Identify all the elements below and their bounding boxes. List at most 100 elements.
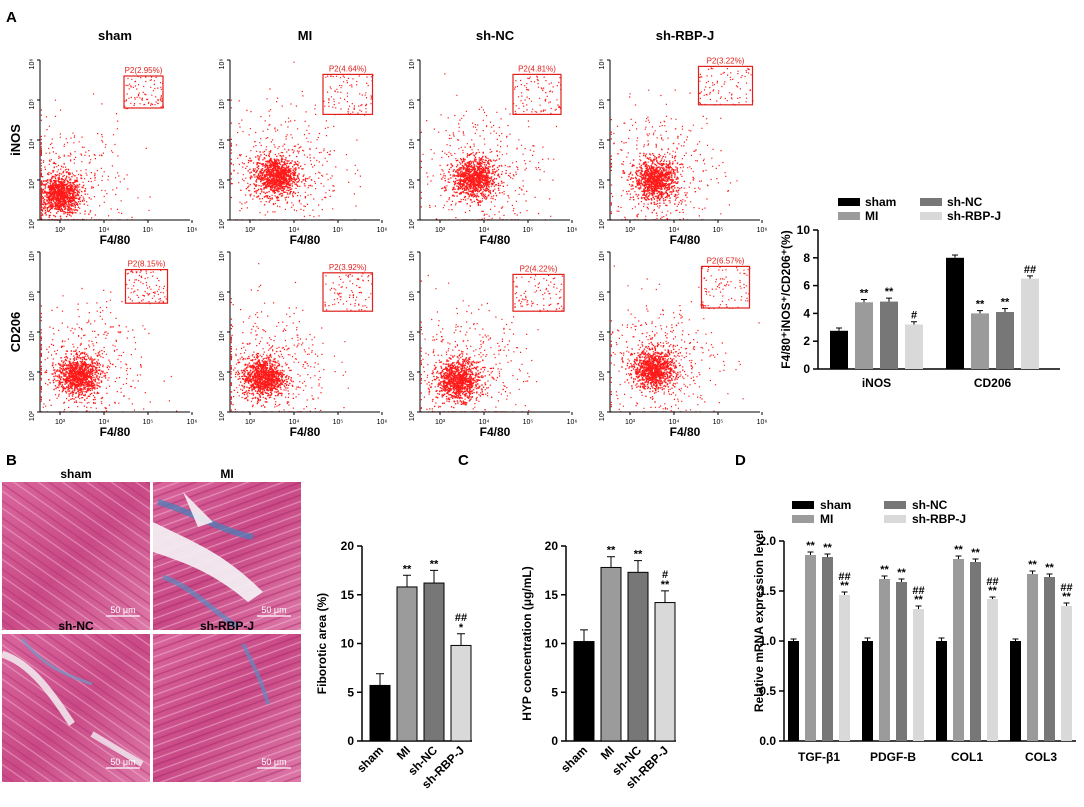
flow-x-tick-label: 10⁶ bbox=[377, 227, 388, 234]
flow-y-tick-label: 10² bbox=[29, 218, 36, 229]
y-axis-label: HYP concentration (μg/mL) bbox=[520, 566, 534, 720]
bar bbox=[946, 257, 964, 369]
gate-box bbox=[322, 73, 374, 116]
flow-x-tick-label: 10⁵ bbox=[333, 419, 344, 426]
flow-y-tick-label: 10² bbox=[219, 218, 226, 229]
legend-swatch bbox=[920, 212, 942, 220]
flow-y-tick-label: 10² bbox=[219, 410, 226, 421]
flow-events bbox=[420, 274, 564, 413]
flow-x-tick-label: 10⁴ bbox=[289, 227, 300, 234]
histology-label: MI bbox=[220, 467, 233, 481]
bar bbox=[396, 586, 418, 742]
significance-mark: ## bbox=[1024, 264, 1036, 276]
y-tick-label: 10 bbox=[797, 223, 811, 237]
flow-events bbox=[610, 265, 760, 413]
bar bbox=[996, 312, 1014, 369]
gate-box bbox=[123, 75, 164, 109]
legend-swatch bbox=[792, 501, 814, 509]
bar bbox=[830, 330, 848, 369]
flow-x-tick-label: 10⁶ bbox=[567, 227, 578, 234]
y-tick-label: 0 bbox=[551, 734, 558, 748]
significance-mark: ** bbox=[840, 580, 849, 592]
flow-x-tick-label: 10⁶ bbox=[187, 227, 198, 234]
bar bbox=[839, 595, 850, 741]
flow-y-tick-label: 10⁵ bbox=[219, 99, 226, 110]
flow-y-tick-label: 10³ bbox=[29, 178, 36, 189]
flow-y-tick-label: 10⁵ bbox=[219, 291, 226, 302]
legend-label: sh-NC bbox=[912, 498, 948, 512]
bar bbox=[627, 571, 649, 742]
x-tick-label: CD206 bbox=[974, 376, 1012, 390]
flow-y-tick-label: 10² bbox=[599, 218, 606, 229]
x-tick-label: TGF-β1 bbox=[798, 750, 840, 764]
flow-x-tick-label: 10⁴ bbox=[669, 419, 680, 426]
flow-x-tick-label: 10⁵ bbox=[713, 419, 724, 426]
y-tick-label: 1.0 bbox=[759, 634, 776, 648]
flow-x-tick-label: 10⁵ bbox=[523, 227, 534, 234]
flow-events bbox=[420, 73, 562, 221]
flow-x-tick-label: 10³ bbox=[435, 419, 446, 426]
flow-y-tick-label: 10³ bbox=[409, 370, 416, 381]
y-tick-label: 5 bbox=[551, 685, 558, 699]
bar bbox=[913, 609, 924, 741]
flow-x-axis-label: F4/80 bbox=[480, 233, 511, 247]
flow-row-label: CD206 bbox=[8, 312, 23, 352]
gate-box bbox=[697, 65, 754, 106]
flow-y-tick-label: 10⁴ bbox=[409, 331, 416, 342]
gate-box bbox=[124, 269, 169, 304]
bar bbox=[1021, 278, 1039, 369]
gate-box bbox=[512, 273, 565, 312]
significance-mark: ** bbox=[976, 299, 985, 311]
bar bbox=[600, 566, 622, 742]
histology-image: 50 μm bbox=[0, 634, 150, 782]
flow-y-tick-label: 10³ bbox=[219, 178, 226, 189]
significance-mark: ** bbox=[971, 547, 980, 559]
bar bbox=[1010, 641, 1021, 741]
scale-bar-label: 50 μm bbox=[261, 757, 286, 767]
legend-swatch bbox=[838, 198, 860, 206]
flow-x-axis-label: F4/80 bbox=[670, 425, 701, 439]
flow-x-tick-label: 10⁴ bbox=[669, 227, 680, 234]
bar bbox=[1061, 606, 1072, 741]
bar bbox=[654, 602, 676, 742]
gate-box bbox=[322, 272, 374, 312]
flow-cytometry-grid: sham MI sh-NC sh-RBP-J iNOS CD206 10⁶ 10⁵ 10⁴ 10³… bbox=[8, 28, 767, 439]
bar bbox=[879, 579, 890, 741]
bar bbox=[971, 313, 989, 369]
flow-plot-area bbox=[230, 252, 380, 412]
bar bbox=[862, 641, 873, 741]
collagen-streak bbox=[162, 574, 240, 630]
bar bbox=[896, 582, 907, 741]
flow-x-tick-label: 10⁶ bbox=[757, 227, 768, 234]
significance-mark: ** bbox=[897, 567, 906, 579]
flow-y-tick-label: 10⁵ bbox=[409, 99, 416, 110]
gate-label: P2(6.57%) bbox=[707, 256, 745, 265]
flow-plot: 10⁶ 10⁵ 10⁴ 10³ 10² 10³ 10⁴ 10⁵ 10⁶ F4/80 P2(4.81%… bbox=[409, 59, 577, 247]
flow-y-tick-label: 10⁵ bbox=[599, 99, 606, 110]
bar bbox=[905, 324, 923, 369]
scale-bar-label: 50 μm bbox=[261, 605, 286, 615]
bar bbox=[450, 644, 472, 742]
flow-column-title: sh-NC bbox=[476, 28, 515, 43]
y-tick-label: 0.5 bbox=[759, 684, 776, 698]
flow-x-axis-label: F4/80 bbox=[100, 233, 131, 247]
flow-x-axis-label: F4/80 bbox=[480, 425, 511, 439]
significance-mark: ** bbox=[1028, 559, 1037, 571]
x-tick-label: COL1 bbox=[951, 750, 983, 764]
flow-x-tick-label: 10⁴ bbox=[479, 227, 490, 234]
significance-mark: ** bbox=[1045, 562, 1054, 574]
flow-y-tick-label: 10³ bbox=[409, 178, 416, 189]
histology-label: sham bbox=[60, 467, 91, 481]
flow-y-tick-label: 10² bbox=[409, 410, 416, 421]
legend-swatch bbox=[838, 212, 860, 220]
bar bbox=[369, 684, 391, 742]
significance-mark: ** bbox=[661, 579, 670, 591]
flow-y-tick-label: 10³ bbox=[599, 178, 606, 189]
flow-x-tick-label: 10⁶ bbox=[567, 419, 578, 426]
significance-mark: ** bbox=[860, 288, 869, 300]
chart-a-macrophage-percent: 0 2 4 6 8 10 F4/80⁺iNOS⁺/CD206⁺(%) ** ** # iNOS ** *… bbox=[779, 195, 1060, 390]
flow-x-tick-label: 10⁶ bbox=[187, 419, 198, 426]
y-tick-label: 4 bbox=[803, 306, 810, 320]
flow-x-tick-label: 10³ bbox=[55, 227, 66, 234]
